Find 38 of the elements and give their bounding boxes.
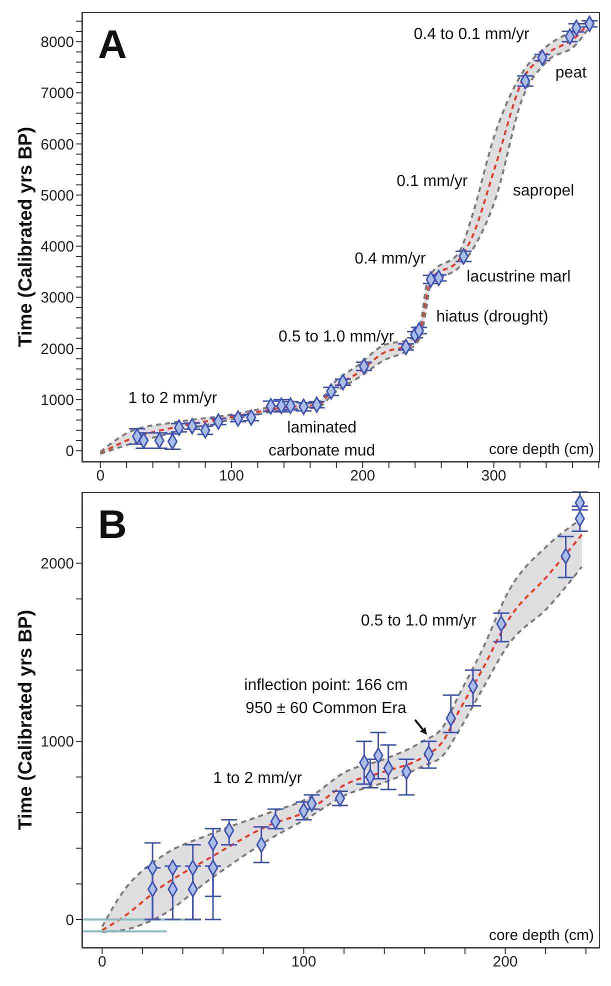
y-tick-label: 8000 xyxy=(40,34,74,51)
y-tick-label: 6000 xyxy=(40,136,74,154)
x-tick-label: 100 xyxy=(291,954,316,971)
y-axis-title: Time (Calibrated yrs BP) xyxy=(16,126,37,348)
x-axis-title: core depth (cm) xyxy=(488,441,594,458)
y-tick-label: 1000 xyxy=(40,392,74,409)
chart-title: B xyxy=(98,503,127,547)
annotation: sapropel xyxy=(512,182,574,200)
y-axis-title: Time (Calibrated yrs BP) xyxy=(16,610,37,830)
x-tick-label: 200 xyxy=(350,468,376,485)
x-tick-label: 0 xyxy=(96,468,105,485)
x-tick-label: 100 xyxy=(218,468,244,485)
chart-title: A xyxy=(98,23,127,67)
y-tick-label: 3000 xyxy=(40,290,74,307)
y-tick-label: 1000 xyxy=(40,734,74,751)
annotation: 0.4 mm/yr xyxy=(354,250,426,268)
y-tick-label: 2000 xyxy=(40,556,74,573)
y-tick-label: 4000 xyxy=(40,238,74,256)
annotation: hiatus (drought) xyxy=(436,308,548,326)
x-tick-label: 0 xyxy=(98,954,106,971)
annotation: 0.5 to 1.0 mm/yr xyxy=(360,612,478,630)
annotation: 0.1 mm/yr xyxy=(396,172,468,190)
annotation: lacustrine marl xyxy=(466,268,571,286)
annotation: 0.4 to 0.1 mm/yr xyxy=(414,26,530,43)
annotation: peat xyxy=(555,64,588,81)
y-tick-label: 7000 xyxy=(40,85,74,102)
y-tick-label: 0 xyxy=(66,443,74,460)
annotation: inflection point: 166 cm 950 ± 60 Common Era xyxy=(244,676,408,717)
annotation: 1 to 2 mm/yr xyxy=(128,390,218,407)
annotation: laminated carbonate mud xyxy=(268,419,376,460)
x-tick-label: 300 xyxy=(481,468,506,485)
y-tick-label: 0 xyxy=(66,912,74,929)
y-tick-label: 5000 xyxy=(40,187,74,204)
y-tick-label: 2000 xyxy=(40,340,74,358)
annotation: 1 to 2 mm/yr xyxy=(213,769,303,786)
x-axis-title: core depth (cm) xyxy=(488,927,594,944)
x-tick-label: 200 xyxy=(492,954,518,971)
annotation: 0.5 to 1.0 mm/yr xyxy=(278,328,395,345)
